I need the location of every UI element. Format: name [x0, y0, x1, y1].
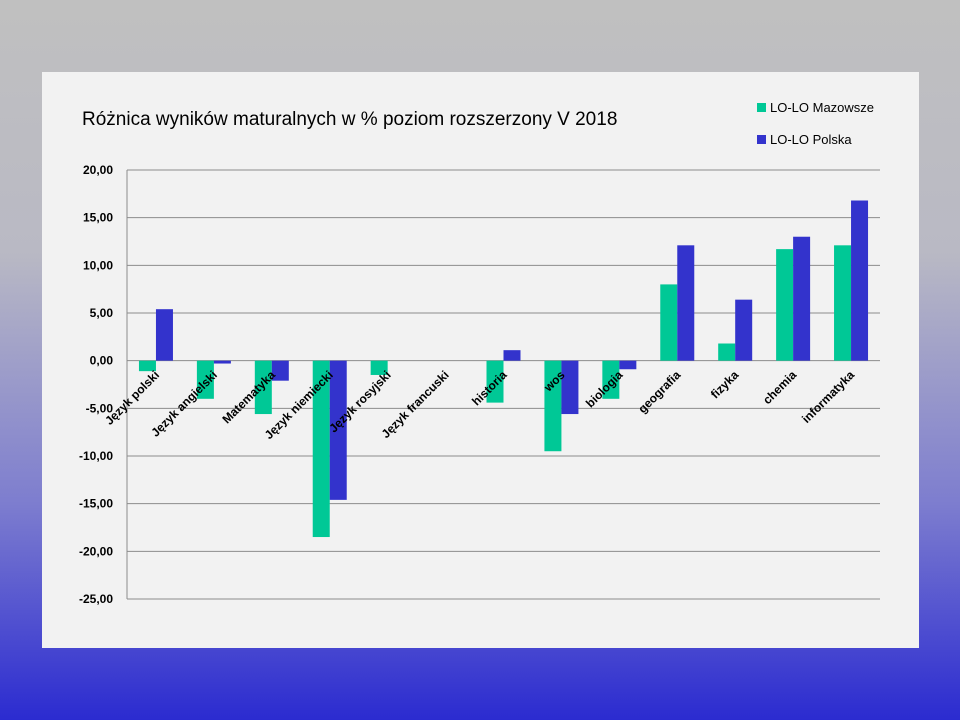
y-tick-label: -10,00 [79, 449, 113, 463]
y-tick-label: 10,00 [83, 258, 113, 272]
bar-polska [677, 245, 695, 361]
category-label: informatyka [799, 368, 857, 426]
bar-polska [619, 360, 637, 370]
bar-polska [213, 360, 231, 364]
legend-swatch-mazowsze [757, 103, 766, 112]
bar-polska [561, 360, 579, 415]
bar-mazowsze [602, 360, 620, 399]
bar-polska [735, 299, 753, 361]
bar-polska [155, 309, 173, 361]
y-tick-label: 20,00 [83, 163, 113, 177]
legend-label-mazowsze: LO-LO Mazowsze [770, 100, 874, 115]
y-tick-label: -5,00 [86, 401, 114, 415]
bar-mazowsze [138, 360, 156, 372]
bar-mazowsze [834, 245, 852, 361]
chart-panel: Różnica wyników maturalnych w % poziom r… [42, 72, 919, 648]
bar-mazowsze [486, 360, 504, 403]
legend-label-polska: LO-LO Polska [770, 132, 852, 147]
y-tick-label: 0,00 [90, 354, 114, 368]
category-label: chemia [760, 368, 799, 407]
bar-mazowsze [196, 360, 214, 399]
bar-mazowsze [776, 249, 794, 361]
legend-swatch-polska [757, 135, 766, 144]
y-tick-label: 5,00 [90, 306, 114, 320]
bar-polska [329, 360, 347, 500]
bar-polska [503, 350, 521, 361]
y-tick-label: -25,00 [79, 592, 113, 606]
bars [138, 200, 869, 538]
y-tick-label: 15,00 [83, 211, 113, 225]
bar-polska [271, 360, 289, 381]
bar-mazowsze [370, 360, 388, 375]
bar-mazowsze [254, 360, 272, 415]
bar-mazowsze [660, 284, 678, 361]
y-tick-label: -20,00 [79, 544, 113, 558]
bar-mazowsze [718, 343, 736, 361]
bar-polska [793, 236, 811, 361]
bar-mazowsze [544, 360, 562, 452]
bar-polska [851, 200, 869, 361]
y-tick-label: -15,00 [79, 497, 113, 511]
bar-chart: Różnica wyników maturalnych w % poziom r… [79, 100, 880, 606]
bar-mazowsze [312, 360, 330, 538]
category-label: Język polski [102, 368, 162, 428]
legend: LO-LO Mazowsze LO-LO Polska [757, 100, 874, 147]
chart-title: Różnica wyników maturalnych w % poziom r… [82, 109, 617, 130]
category-label: fizyka [708, 368, 742, 402]
y-axis-ticks: 20,00 15,00 10,00 5,00 0,00 -5,00 -10,00 -15,00… [79, 163, 113, 606]
